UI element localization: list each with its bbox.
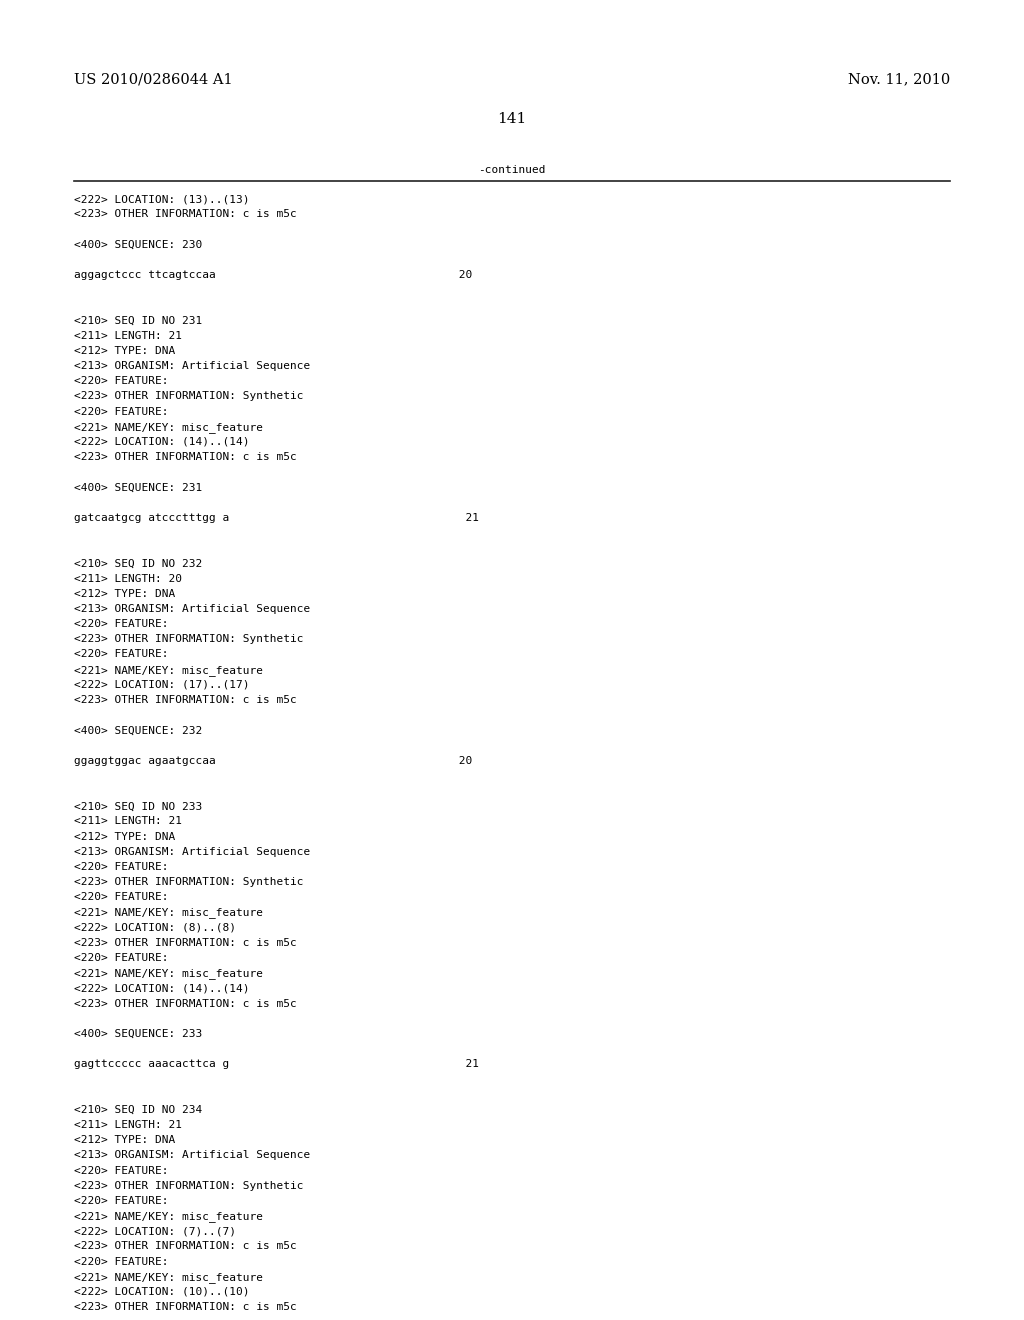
Text: <221> NAME/KEY: misc_feature: <221> NAME/KEY: misc_feature bbox=[74, 422, 263, 433]
Text: <220> FEATURE:: <220> FEATURE: bbox=[74, 953, 168, 964]
Text: <220> FEATURE:: <220> FEATURE: bbox=[74, 892, 168, 903]
Text: 141: 141 bbox=[498, 112, 526, 127]
Text: Nov. 11, 2010: Nov. 11, 2010 bbox=[848, 73, 950, 87]
Text: <223> OTHER INFORMATION: c is m5c: <223> OTHER INFORMATION: c is m5c bbox=[74, 451, 297, 462]
Text: <400> SEQUENCE: 231: <400> SEQUENCE: 231 bbox=[74, 483, 202, 492]
Text: -continued: -continued bbox=[478, 165, 546, 176]
Text: <210> SEQ ID NO 234: <210> SEQ ID NO 234 bbox=[74, 1105, 202, 1115]
Text: <212> TYPE: DNA: <212> TYPE: DNA bbox=[74, 589, 175, 599]
Text: ggaggtggac agaatgccaa                                    20: ggaggtggac agaatgccaa 20 bbox=[74, 755, 472, 766]
Text: <213> ORGANISM: Artificial Sequence: <213> ORGANISM: Artificial Sequence bbox=[74, 1151, 310, 1160]
Text: <213> ORGANISM: Artificial Sequence: <213> ORGANISM: Artificial Sequence bbox=[74, 362, 310, 371]
Text: <223> OTHER INFORMATION: c is m5c: <223> OTHER INFORMATION: c is m5c bbox=[74, 1302, 297, 1312]
Text: <223> OTHER INFORMATION: c is m5c: <223> OTHER INFORMATION: c is m5c bbox=[74, 937, 297, 948]
Text: <400> SEQUENCE: 230: <400> SEQUENCE: 230 bbox=[74, 240, 202, 249]
Text: <223> OTHER INFORMATION: c is m5c: <223> OTHER INFORMATION: c is m5c bbox=[74, 1241, 297, 1251]
Text: <221> NAME/KEY: misc_feature: <221> NAME/KEY: misc_feature bbox=[74, 969, 263, 979]
Text: <211> LENGTH: 21: <211> LENGTH: 21 bbox=[74, 816, 181, 826]
Text: <220> FEATURE:: <220> FEATURE: bbox=[74, 862, 168, 873]
Text: <210> SEQ ID NO 231: <210> SEQ ID NO 231 bbox=[74, 315, 202, 326]
Text: <211> LENGTH: 21: <211> LENGTH: 21 bbox=[74, 1119, 181, 1130]
Text: <220> FEATURE:: <220> FEATURE: bbox=[74, 619, 168, 630]
Text: <210> SEQ ID NO 233: <210> SEQ ID NO 233 bbox=[74, 801, 202, 812]
Text: <220> FEATURE:: <220> FEATURE: bbox=[74, 1257, 168, 1267]
Text: <220> FEATURE:: <220> FEATURE: bbox=[74, 1196, 168, 1206]
Text: <222> LOCATION: (17)..(17): <222> LOCATION: (17)..(17) bbox=[74, 680, 249, 690]
Text: <220> FEATURE:: <220> FEATURE: bbox=[74, 407, 168, 417]
Text: <211> LENGTH: 20: <211> LENGTH: 20 bbox=[74, 573, 181, 583]
Text: <213> ORGANISM: Artificial Sequence: <213> ORGANISM: Artificial Sequence bbox=[74, 847, 310, 857]
Text: <221> NAME/KEY: misc_feature: <221> NAME/KEY: misc_feature bbox=[74, 1272, 263, 1283]
Text: <220> FEATURE:: <220> FEATURE: bbox=[74, 649, 168, 660]
Text: <221> NAME/KEY: misc_feature: <221> NAME/KEY: misc_feature bbox=[74, 1212, 263, 1222]
Text: <210> SEQ ID NO 232: <210> SEQ ID NO 232 bbox=[74, 558, 202, 569]
Text: aggagctccc ttcagtccaa                                    20: aggagctccc ttcagtccaa 20 bbox=[74, 271, 472, 280]
Text: <212> TYPE: DNA: <212> TYPE: DNA bbox=[74, 346, 175, 356]
Text: <223> OTHER INFORMATION: c is m5c: <223> OTHER INFORMATION: c is m5c bbox=[74, 694, 297, 705]
Text: <223> OTHER INFORMATION: Synthetic: <223> OTHER INFORMATION: Synthetic bbox=[74, 1180, 303, 1191]
Text: <222> LOCATION: (14)..(14): <222> LOCATION: (14)..(14) bbox=[74, 983, 249, 994]
Text: <222> LOCATION: (13)..(13): <222> LOCATION: (13)..(13) bbox=[74, 194, 249, 205]
Text: <212> TYPE: DNA: <212> TYPE: DNA bbox=[74, 832, 175, 842]
Text: US 2010/0286044 A1: US 2010/0286044 A1 bbox=[74, 73, 232, 87]
Text: gagttccccc aaacacttca g                                   21: gagttccccc aaacacttca g 21 bbox=[74, 1059, 479, 1069]
Text: <223> OTHER INFORMATION: Synthetic: <223> OTHER INFORMATION: Synthetic bbox=[74, 876, 303, 887]
Text: <400> SEQUENCE: 232: <400> SEQUENCE: 232 bbox=[74, 726, 202, 735]
Text: <222> LOCATION: (7)..(7): <222> LOCATION: (7)..(7) bbox=[74, 1226, 236, 1237]
Text: <213> ORGANISM: Artificial Sequence: <213> ORGANISM: Artificial Sequence bbox=[74, 605, 310, 614]
Text: <221> NAME/KEY: misc_feature: <221> NAME/KEY: misc_feature bbox=[74, 665, 263, 676]
Text: <220> FEATURE:: <220> FEATURE: bbox=[74, 376, 168, 387]
Text: <400> SEQUENCE: 233: <400> SEQUENCE: 233 bbox=[74, 1030, 202, 1039]
Text: <211> LENGTH: 21: <211> LENGTH: 21 bbox=[74, 331, 181, 341]
Text: <223> OTHER INFORMATION: Synthetic: <223> OTHER INFORMATION: Synthetic bbox=[74, 391, 303, 401]
Text: <222> LOCATION: (10)..(10): <222> LOCATION: (10)..(10) bbox=[74, 1287, 249, 1298]
Text: <222> LOCATION: (8)..(8): <222> LOCATION: (8)..(8) bbox=[74, 923, 236, 933]
Text: <223> OTHER INFORMATION: c is m5c: <223> OTHER INFORMATION: c is m5c bbox=[74, 209, 297, 219]
Text: <223> OTHER INFORMATION: Synthetic: <223> OTHER INFORMATION: Synthetic bbox=[74, 635, 303, 644]
Text: <212> TYPE: DNA: <212> TYPE: DNA bbox=[74, 1135, 175, 1146]
Text: <221> NAME/KEY: misc_feature: <221> NAME/KEY: misc_feature bbox=[74, 908, 263, 919]
Text: gatcaatgcg atccctttgg a                                   21: gatcaatgcg atccctttgg a 21 bbox=[74, 513, 479, 523]
Text: <222> LOCATION: (14)..(14): <222> LOCATION: (14)..(14) bbox=[74, 437, 249, 447]
Text: <223> OTHER INFORMATION: c is m5c: <223> OTHER INFORMATION: c is m5c bbox=[74, 999, 297, 1008]
Text: <220> FEATURE:: <220> FEATURE: bbox=[74, 1166, 168, 1176]
